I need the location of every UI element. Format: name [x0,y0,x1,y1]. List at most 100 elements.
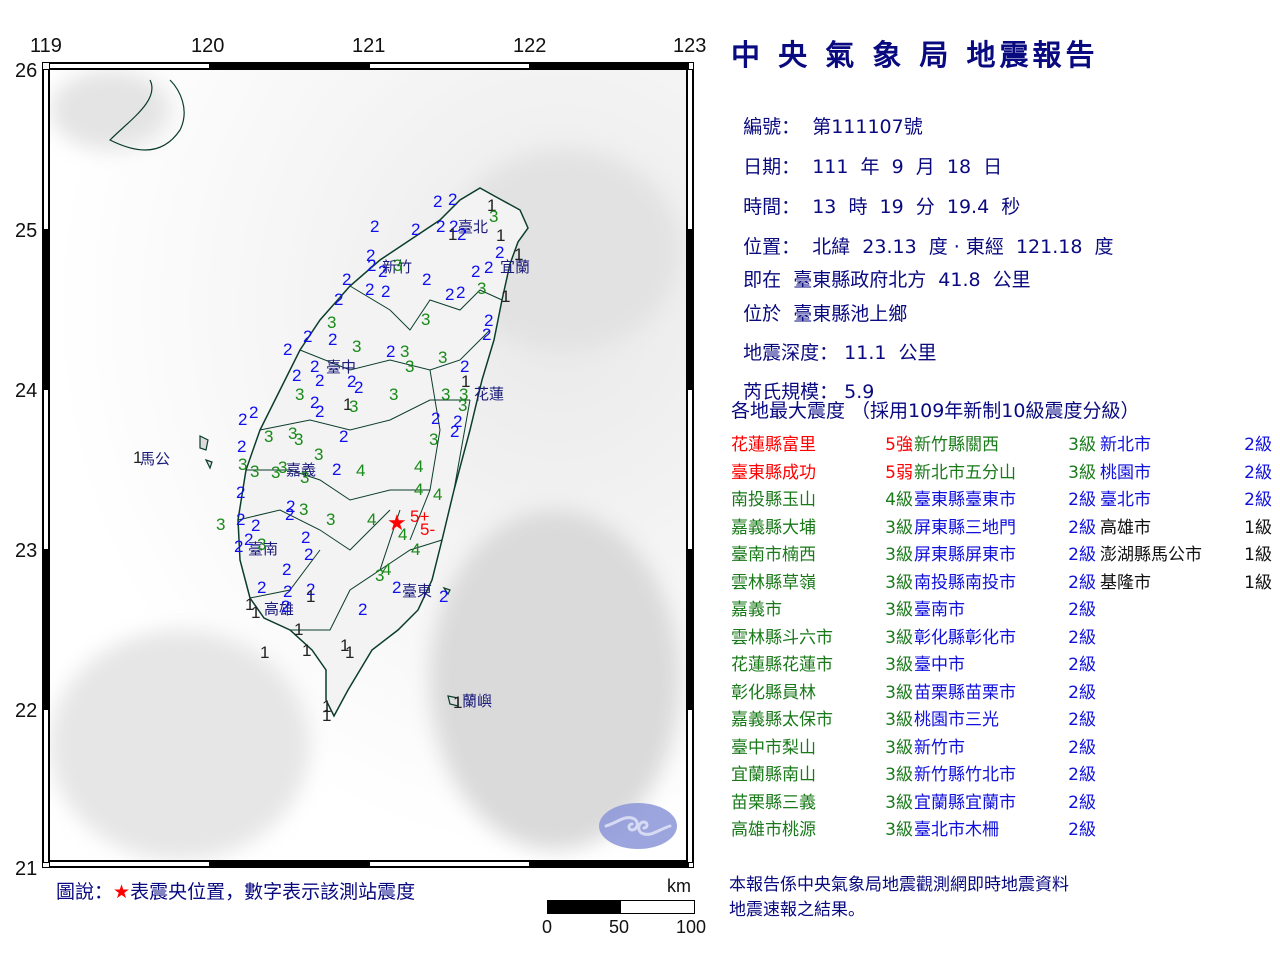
station-intensity: 1 [302,641,312,660]
footnote-line-1: 本報告係中央氣象局地震觀測網即時地震資料 [729,875,1069,895]
station-intensity: 3 [326,510,336,529]
station-name: 高雄市桃源 [731,820,816,840]
station-intensity: 2 [370,217,380,236]
station-intensity: 2 [450,422,460,441]
station-intensity: 1 [251,603,261,622]
intensity-level: 2級 [1244,435,1272,455]
station-intensity: 2 [285,505,295,524]
station-intensity: 1 [340,636,350,655]
intensity-level: 5弱 [885,462,913,483]
station-intensity: 3 [300,468,310,487]
intensity-row: 桃園市 2級 [1100,460,1272,488]
intensity-level: 2級 [1068,627,1096,648]
station-name: 基隆市 [1100,572,1151,593]
station-intensity: 4 [356,461,366,480]
station-name: 高雄市 [1100,517,1151,538]
station-intensity: 1 [245,595,255,614]
station-intensity: 1 [448,225,458,244]
intensity-level: 2級 [1068,765,1096,785]
station-intensity: 3 [216,515,226,534]
station-name: 苗栗縣三義 [731,792,816,813]
scale-label-100: 100 [676,917,707,937]
time-label: 時間： [743,196,801,218]
station-name: 新竹市 [914,737,965,758]
station-intensity: 5- [420,520,436,539]
lon-tick-120: 120 [191,35,225,57]
station-intensity: 1 [345,643,355,662]
station-intensity: 1 [487,196,497,215]
intensity-level: 3級 [885,737,913,758]
map-legend: 圖說：★表震央位置，數字表示該測站震度 [56,877,415,904]
station-name: 彰化縣員林 [731,682,816,703]
intensity-level: 3級 [1068,462,1096,483]
station-intensity: 3 [441,385,451,404]
city-label-taitung: 臺東 [402,582,433,600]
intensity-row: 臺北市木柵 2級 [914,817,1096,845]
station-name: 臺中市梨山 [731,737,816,758]
cwb-logo-icon [599,803,677,849]
station-intensity: 2 [283,340,293,359]
station-intensity: 2 [249,403,259,422]
epicenter-star-icon[interactable]: ★ [387,511,407,536]
station-intensity: 3 [438,348,448,367]
station-intensity: 1 [343,395,353,414]
station-name: 雲林縣斗六市 [731,627,833,648]
station-name: 臺北市木柵 [914,820,999,840]
intensity-row: 新北市 2級 [1100,432,1272,460]
intensity-row: 苗栗縣苗栗市 2級 [914,680,1096,708]
intensity-row: 嘉義市 3級 [731,597,913,625]
intensity-level: 3級 [885,820,913,840]
station-name: 宜蘭縣南山 [731,765,816,785]
intensity-row: 屏東縣屏東市 2級 [914,542,1096,570]
lon-tick-121: 121 [352,35,386,57]
station-intensity: 2 [453,412,463,431]
lat-tick-21: 21 [15,858,38,880]
station-intensity: 2 [306,580,316,599]
station-intensity: 2 [482,325,492,344]
station-intensity: 2 [257,578,267,597]
station-intensity: 2 [251,516,261,535]
city-label-magong: 馬公 [140,450,171,468]
station-intensity: 2 [310,393,320,412]
station-intensity: 1 [294,620,304,639]
station-intensity: 1 [322,706,332,725]
station-intensity: 2 [386,342,396,361]
scale-label-0: 0 [542,917,553,937]
legend-star-icon: ★ [113,881,131,903]
intensity-row: 新竹市 2級 [914,735,1096,763]
station-intensity: 3 [264,427,274,446]
intensity-level: 2級 [1068,517,1096,538]
station-name: 宜蘭縣宜蘭市 [914,792,1016,813]
station-intensity: 4 [398,525,408,544]
location-value: 北緯 23.13 度 · 東經 121.18 度 [812,236,1114,258]
intensity-row: 彰化縣彰化市 2級 [914,625,1096,653]
intensity-column-1: 花蓮縣富里 5強 臺東縣成功 5弱 南投縣玉山 4級 嘉義縣大埔 3級 臺南市楠西 3級 雲林縣草嶺… [731,432,913,845]
station-intensity: 3 [271,463,281,482]
station-intensity: 2 [422,270,432,289]
magnitude-value: 5.9 [844,381,875,403]
depth-label: 地震深度： [743,342,839,364]
station-intensity: 2 [339,427,349,446]
station-intensity: 3 [477,279,487,298]
city-label-kaohsiung: 高雄 [264,600,295,618]
station-intensity: 2 [236,483,246,502]
intensity-level: 2級 [1244,490,1272,510]
intensity-heading: 各地最大震度 （採用109年新制10級震度分級） [731,400,1140,422]
station-intensity: 2 [457,225,467,244]
station-intensity: 1 [322,697,332,716]
station-name: 新北市五分山 [914,462,1016,483]
legend-text: 表震央位置，數字表示該測站震度 [130,881,416,903]
report-date: 日期： 111 年 9 月 18 日 [731,130,1002,179]
relative-value: 臺東縣政府北方 41.8 公里 [793,269,1031,291]
intensity-row: 花蓮縣富里 5強 [731,432,913,460]
intensity-row: 彰化縣員林 3級 [731,680,913,708]
report-depth: 地震深度： 11.1 公里 [731,316,936,365]
station-intensity: 2 [433,192,443,211]
intensity-level: 2級 [1068,490,1096,510]
intensity-row: 臺中市 2級 [914,652,1096,680]
city-label-chiayi: 嘉義 [286,461,317,479]
intensity-row: 宜蘭縣南山 3級 [731,762,913,790]
station-intensity: 3 [459,385,469,404]
magnitude-label: 芮氏規模： [743,381,839,403]
